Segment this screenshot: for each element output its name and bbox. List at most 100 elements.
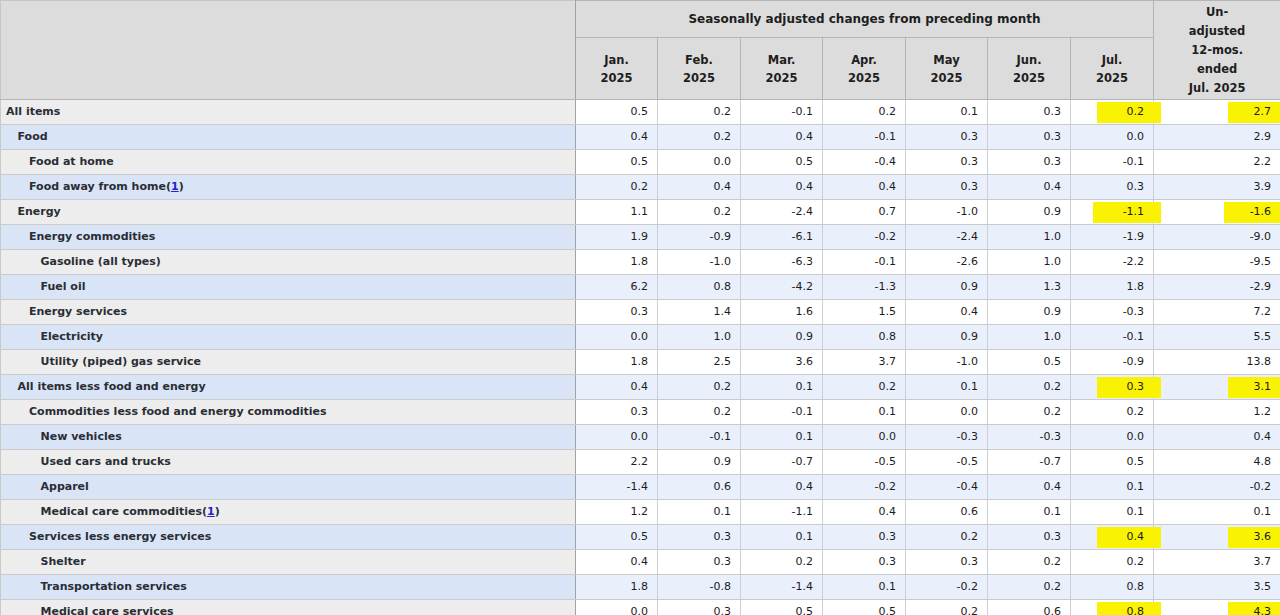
- footnote-link[interactable]: 1: [171, 180, 179, 193]
- value-cell: -1.0: [658, 250, 741, 275]
- row-label: Electricity: [1, 325, 576, 350]
- table-row: Utility (piped) gas service1.82.53.63.7-…: [1, 350, 1280, 375]
- value-cell: -0.3: [1071, 300, 1154, 325]
- highlight-mark: 0.8: [1097, 602, 1162, 615]
- value-cell: 1.8: [576, 350, 658, 375]
- value-cell: 0.3: [658, 550, 741, 575]
- value-cell: 0.2: [988, 400, 1071, 425]
- value-cell: 0.3: [1071, 175, 1154, 200]
- value-cell: 0.5: [576, 525, 658, 550]
- value-cell: 1.2: [576, 500, 658, 525]
- value-cell: -1.1: [741, 500, 823, 525]
- table-row: Medical care commodities(1)1.20.1-1.10.4…: [1, 500, 1280, 525]
- value-cell: 0.0: [576, 600, 658, 615]
- value-cell: 0.6: [658, 475, 741, 500]
- value-cell: 0.4: [576, 550, 658, 575]
- value-cell: 0.0: [906, 400, 988, 425]
- unadjusted-header-line: 12-mos.: [1154, 41, 1280, 60]
- value-cell: -1.0: [906, 200, 988, 225]
- row-label: Food at home: [1, 150, 576, 175]
- month-column-header-may: May2025: [906, 38, 988, 100]
- value-cell: 0.0: [1071, 425, 1154, 450]
- value-cell: -0.1: [1071, 150, 1154, 175]
- table-row: Energy services0.31.41.61.50.40.9-0.37.2: [1, 300, 1280, 325]
- value-cell: 1.8: [576, 250, 658, 275]
- value-cell: -1.9: [1071, 225, 1154, 250]
- value-cell: -0.2: [906, 575, 988, 600]
- value-cell: -0.4: [823, 150, 906, 175]
- month-column-header-feb: Feb.2025: [658, 38, 741, 100]
- value-cell: 0.2: [658, 100, 741, 125]
- value-cell: -1.1: [1071, 200, 1154, 225]
- value-cell: 3.1: [1154, 375, 1280, 400]
- value-cell: 0.1: [741, 525, 823, 550]
- month-column-header-jun: Jun.2025: [988, 38, 1071, 100]
- row-label-column-header: [1, 1, 576, 100]
- row-label: Shelter: [1, 550, 576, 575]
- value-cell: -2.4: [741, 200, 823, 225]
- value-cell: 0.1: [988, 500, 1071, 525]
- value-cell: 0.3: [658, 525, 741, 550]
- month-column-header-apr: Apr.2025: [823, 38, 906, 100]
- value-cell: 0.2: [741, 550, 823, 575]
- value-cell: 0.2: [658, 125, 741, 150]
- value-cell: 0.3: [1071, 375, 1154, 400]
- value-cell: -0.4: [906, 475, 988, 500]
- value-cell: 0.3: [988, 150, 1071, 175]
- value-cell: 0.2: [658, 200, 741, 225]
- unadjusted-12mo-column-header: Un- adjusted 12-mos. ended Jul. 2025: [1154, 1, 1280, 100]
- unadjusted-header-line: Un-: [1154, 3, 1280, 22]
- row-label: New vehicles: [1, 425, 576, 450]
- seasonally-adjusted-group-header: Seasonally adjusted changes from precedi…: [576, 1, 1154, 38]
- value-cell: 13.8: [1154, 350, 1280, 375]
- highlight-mark: -1.6: [1224, 202, 1280, 223]
- unadjusted-header-line: Jul. 2025: [1154, 79, 1280, 98]
- value-cell: -0.1: [741, 100, 823, 125]
- footnote-link[interactable]: 1: [207, 505, 215, 518]
- value-cell: 0.2: [1071, 550, 1154, 575]
- value-cell: 0.2: [823, 100, 906, 125]
- highlight-mark: -1.1: [1093, 202, 1161, 223]
- value-cell: 0.5: [741, 150, 823, 175]
- row-label: Commodities less food and energy commodi…: [1, 400, 576, 425]
- value-cell: -0.9: [658, 225, 741, 250]
- value-cell: 0.3: [988, 100, 1071, 125]
- value-cell: 0.4: [741, 475, 823, 500]
- table-body: All items0.50.2-0.10.20.10.30.22.7Food0.…: [1, 100, 1280, 615]
- value-cell: 0.5: [823, 600, 906, 615]
- value-cell: 0.4: [741, 125, 823, 150]
- table-row: Transportation services1.8-0.8-1.40.1-0.…: [1, 575, 1280, 600]
- value-cell: 0.7: [823, 200, 906, 225]
- value-cell: 0.4: [1154, 425, 1280, 450]
- value-cell: 0.4: [576, 375, 658, 400]
- value-cell: 0.3: [906, 125, 988, 150]
- value-cell: 0.8: [1071, 575, 1154, 600]
- value-cell: 0.1: [906, 375, 988, 400]
- value-cell: -1.4: [741, 575, 823, 600]
- value-cell: 2.2: [1154, 150, 1280, 175]
- value-cell: 0.9: [741, 325, 823, 350]
- value-cell: 0.4: [658, 175, 741, 200]
- value-cell: -0.2: [1154, 475, 1280, 500]
- value-cell: 1.0: [988, 250, 1071, 275]
- value-cell: 0.2: [988, 575, 1071, 600]
- value-cell: 0.0: [1071, 125, 1154, 150]
- value-cell: -1.4: [576, 475, 658, 500]
- row-label: Apparel: [1, 475, 576, 500]
- value-cell: 0.9: [658, 450, 741, 475]
- row-label: Energy commodities: [1, 225, 576, 250]
- value-cell: 0.3: [823, 550, 906, 575]
- value-cell: -4.2: [741, 275, 823, 300]
- value-cell: 0.1: [823, 575, 906, 600]
- value-cell: 0.0: [658, 150, 741, 175]
- value-cell: 0.2: [576, 175, 658, 200]
- table-row: Commodities less food and energy commodi…: [1, 400, 1280, 425]
- value-cell: -0.1: [1071, 325, 1154, 350]
- value-cell: -0.2: [823, 225, 906, 250]
- value-cell: 0.1: [658, 500, 741, 525]
- cpi-data-table: Seasonally adjusted changes from precedi…: [0, 0, 1280, 615]
- value-cell: 0.2: [906, 600, 988, 615]
- value-cell: 0.2: [1071, 100, 1154, 125]
- value-cell: 2.7: [1154, 100, 1280, 125]
- value-cell: 0.1: [741, 375, 823, 400]
